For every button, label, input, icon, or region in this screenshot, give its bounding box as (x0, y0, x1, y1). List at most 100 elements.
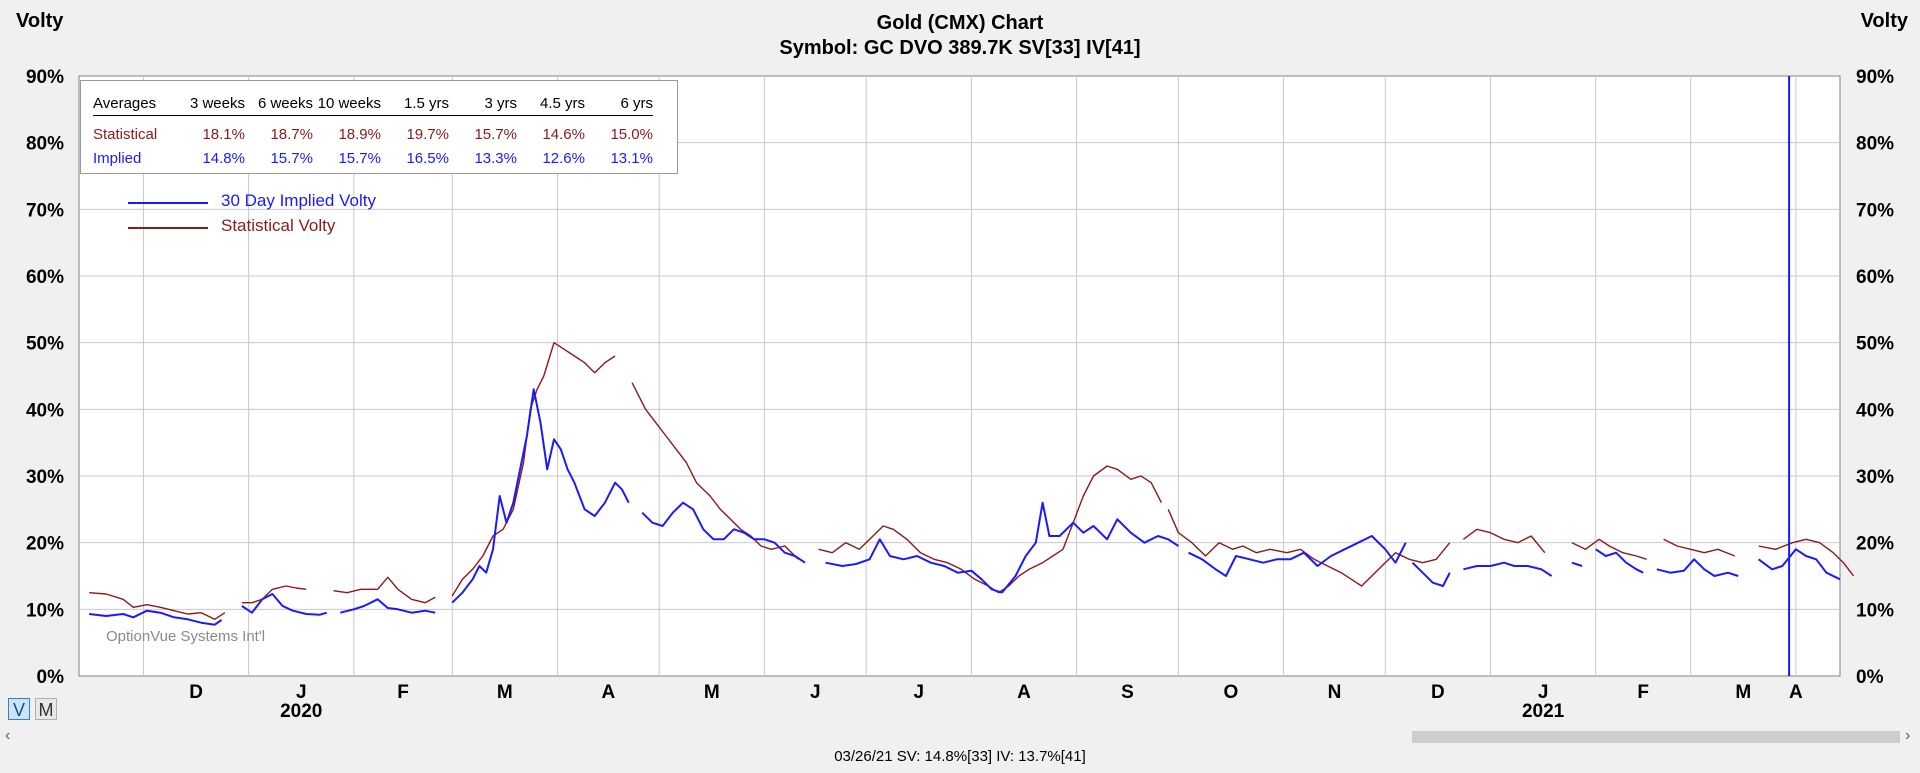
y-tick-label-right: 80% (1856, 134, 1894, 155)
series-segment (451, 342, 616, 597)
series-segment (89, 592, 226, 620)
x-month-label: A (1017, 682, 1031, 703)
series-segment (1663, 538, 1736, 557)
average-value: 15.7% (474, 125, 517, 143)
average-value: 13.3% (474, 149, 517, 167)
x-month-label: D (1431, 682, 1445, 703)
y-tick-label-right: 30% (1856, 467, 1894, 488)
y-tick-label-right: 10% (1856, 600, 1894, 621)
right-axis-label: Volty (1860, 10, 1908, 32)
averages-column-header: 3 yrs (449, 91, 517, 116)
x-year-label: 2020 (280, 701, 322, 722)
scroll-left-icon[interactable]: ‹ (5, 727, 11, 744)
series-segment (1571, 538, 1647, 560)
series-segment (340, 598, 436, 614)
y-tick-label-right: 40% (1856, 400, 1894, 421)
gridlines (79, 76, 1840, 676)
x-year-label: 2021 (1522, 701, 1565, 722)
average-value: 15.7% (338, 149, 381, 167)
y-tick-label-left: 80% (26, 134, 64, 155)
statistical-row: Statistical 18.1% 18.7% 18.9% 19.7% 15.7… (93, 116, 653, 147)
averages-column-header: 6 yrs (585, 91, 653, 116)
x-tick-labels: D J F M A M J J A S O N D J F M A 2020 2021 (189, 682, 1803, 722)
series-segment (1462, 528, 1546, 554)
x-month-label: M (1735, 682, 1751, 703)
averages-column-header: 4.5 yrs (517, 91, 585, 116)
x-month-label: O (1224, 682, 1239, 703)
x-month-label: F (397, 682, 409, 703)
averages-column-header: 1.5 yrs (381, 91, 449, 116)
series-segment (631, 382, 799, 560)
average-value: 15.0% (610, 125, 653, 143)
averages-column-header: 6 weeks (245, 91, 313, 116)
series-segment (641, 501, 806, 564)
x-month-label: M (497, 682, 513, 703)
chart-subtitle: Symbol: GC DVO 389.7K SV[33] IV[41] (779, 37, 1141, 59)
x-month-label: S (1121, 682, 1134, 703)
average-value: 12.6% (542, 149, 585, 167)
legend-swatch (128, 202, 208, 204)
y-tick-label-right: 60% (1856, 267, 1894, 288)
view-v-button[interactable]: V (8, 698, 30, 720)
averages-table: Averages 3 weeks 6 weeks 10 weeks 1.5 yr… (80, 80, 678, 174)
y-tick-label-right: 20% (1856, 534, 1894, 555)
view-m-button[interactable]: M (35, 698, 57, 720)
average-value: 14.8% (202, 149, 245, 167)
series-segment (1758, 548, 1841, 581)
x-month-label: J (810, 682, 821, 703)
y-tick-label-left: 90% (26, 67, 64, 88)
left-axis-label: Volty (16, 10, 64, 32)
y-tick-label-right: 50% (1856, 334, 1894, 355)
y-tick-label-left: 0% (37, 667, 65, 688)
averages-column-header: 10 weeks (313, 91, 381, 116)
series-segment (1595, 548, 1644, 574)
average-value: 16.5% (406, 149, 449, 167)
series-segment (1656, 558, 1739, 577)
series-segment (1001, 501, 1179, 594)
y-tick-label-right: 90% (1856, 67, 1894, 88)
averages-header-row: Averages 3 weeks 6 weeks 10 weeks 1.5 yr… (93, 91, 653, 116)
x-month-label: J (296, 682, 307, 703)
legend-swatch (128, 227, 208, 229)
series-segment (1571, 561, 1583, 567)
average-value: 18.1% (202, 125, 245, 143)
scroll-thumb[interactable] (1412, 731, 1900, 743)
x-month-label: A (601, 682, 615, 703)
series-segment (1758, 538, 1855, 577)
series-segment (1463, 561, 1553, 577)
averages-column-header: 3 weeks (177, 91, 245, 116)
average-value: 14.6% (542, 125, 585, 143)
implied-row: Implied 14.8% 15.7% 15.7% 16.5% 13.3% 12… (93, 146, 653, 170)
x-month-label: J (913, 682, 924, 703)
average-value: 13.1% (610, 149, 653, 167)
series-segment (825, 538, 1003, 594)
y-tick-label-right: 70% (1856, 200, 1894, 221)
series-segment (241, 585, 307, 604)
average-value: 15.7% (270, 149, 313, 167)
series-segment (451, 388, 630, 604)
y-tick-label-left: 30% (26, 467, 64, 488)
legend-label: 30 Day Implied Volty (221, 191, 376, 210)
y-tick-labels: 0% 0% 10% 10% 20% 20% 30% 30% 40% 40% 50% 50% 60% 60%… (26, 67, 1894, 688)
chart-title: Gold (CMX) Chart (876, 12, 1044, 34)
series-segment (1411, 561, 1451, 587)
scroll-right-icon[interactable]: › (1905, 727, 1911, 744)
series-segment (333, 576, 436, 604)
y-tick-label-left: 40% (26, 400, 64, 421)
x-month-label: D (189, 682, 203, 703)
y-tick-label-left: 20% (26, 534, 64, 555)
y-tick-label-left: 10% (26, 600, 64, 621)
series-lines (89, 342, 1855, 626)
series-segment (241, 593, 327, 616)
y-tick-label-left: 50% (26, 334, 64, 355)
y-tick-label-right: 0% (1856, 667, 1884, 688)
x-month-label: J (1538, 682, 1549, 703)
row-label: Implied (93, 149, 142, 167)
x-month-label: N (1328, 682, 1342, 703)
y-tick-label-left: 60% (26, 267, 64, 288)
legend-label: Statistical Volty (221, 216, 336, 235)
x-month-label: M (704, 682, 720, 703)
plot-area (78, 75, 1841, 677)
horizontal-scrollbar[interactable]: ‹ › (0, 726, 1920, 746)
